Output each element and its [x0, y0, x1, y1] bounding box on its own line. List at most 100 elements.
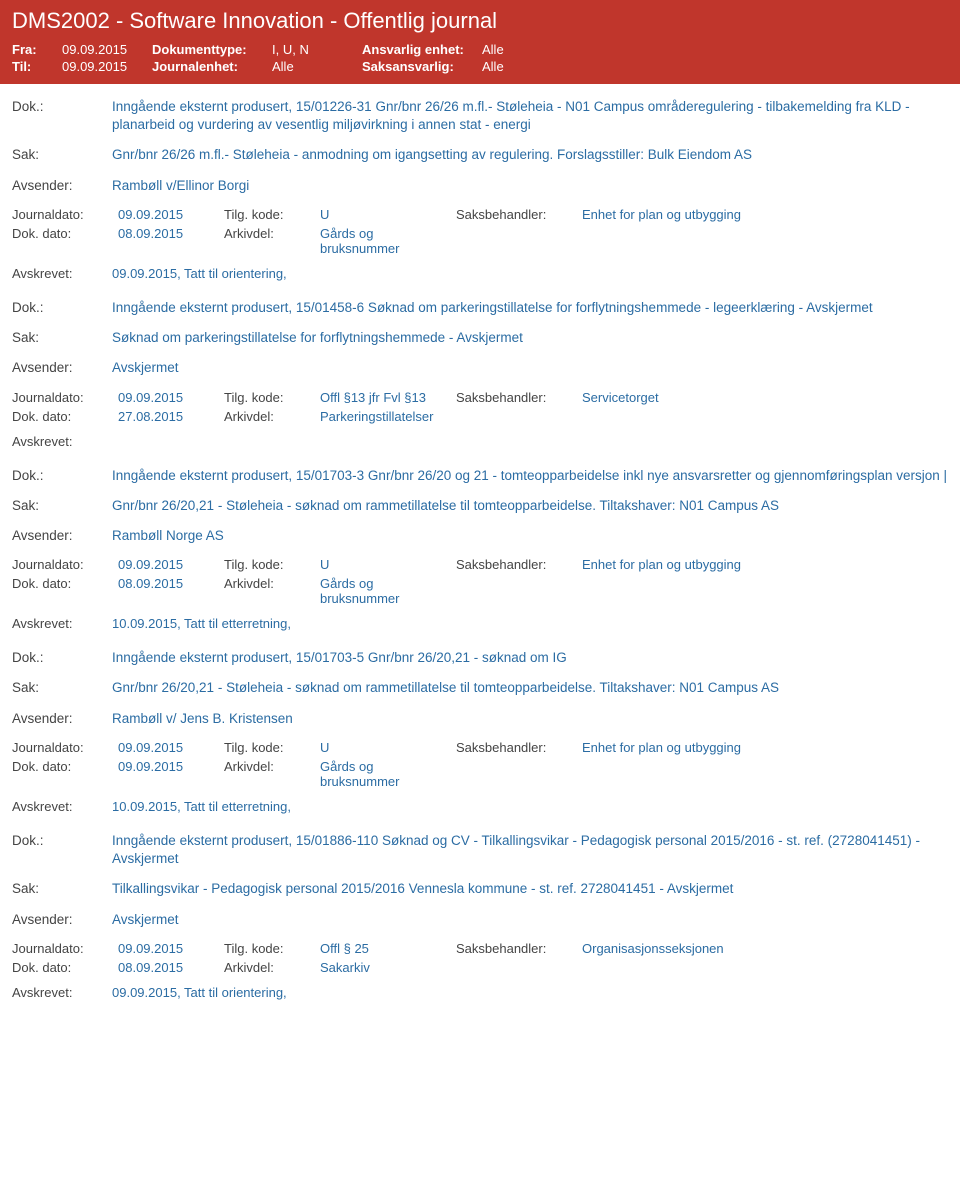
arkivdel-label: Arkivdel:	[224, 759, 314, 789]
meta-row-journal: Journaldato:09.09.2015Tilg. kode:Offl §1…	[12, 390, 948, 405]
avskrevet-label: Avskrevet:	[12, 266, 112, 281]
field-row-sak: Sak:Gnr/bnr 26/26 m.fl.- Støleheia - anm…	[12, 146, 948, 164]
avsender-label: Avsender:	[12, 911, 112, 929]
saksbehandler-value: Enhet for plan og utbygging	[582, 557, 942, 572]
dok-label: Dok.:	[12, 832, 112, 868]
saksbehandler-label: Saksbehandler:	[456, 557, 576, 572]
arkivdel-value: Parkeringstillatelser	[320, 409, 450, 424]
avsender-value: Avskjermet	[112, 359, 948, 377]
arkivdel-value: Gårds og bruksnummer	[320, 759, 450, 789]
dokumenttype-value: I, U, N	[272, 42, 362, 57]
sak-value: Søknad om parkeringstillatelse for forfl…	[112, 329, 948, 347]
field-row-sak: Sak:Tilkallingsvikar - Pedagogisk person…	[12, 880, 948, 898]
journalenhet-value: Alle	[272, 59, 362, 74]
dok-value: Inngående eksternt produsert, 15/01703-3…	[112, 467, 948, 485]
journaldato-label: Journaldato:	[12, 207, 112, 222]
dok-label: Dok.:	[12, 98, 112, 134]
arkivdel-label: Arkivdel:	[224, 409, 314, 424]
field-row-dok: Dok.:Inngående eksternt produsert, 15/01…	[12, 649, 948, 667]
avsender-label: Avsender:	[12, 177, 112, 195]
arkivdel-label: Arkivdel:	[224, 960, 314, 975]
field-row-sak: Sak:Gnr/bnr 26/20,21 - Støleheia - søkna…	[12, 497, 948, 515]
entries-container: Dok.:Inngående eksternt produsert, 15/01…	[0, 84, 960, 1014]
tilgkode-value: U	[320, 740, 450, 755]
page-title: DMS2002 - Software Innovation - Offentli…	[12, 8, 948, 34]
journaldato-label: Journaldato:	[12, 941, 112, 956]
fra-label: Fra:	[12, 42, 62, 57]
avsender-value: Avskjermet	[112, 911, 948, 929]
tilgkode-label: Tilg. kode:	[224, 557, 314, 572]
meta-row-journal: Journaldato:09.09.2015Tilg. kode:USaksbe…	[12, 740, 948, 755]
dok-label: Dok.:	[12, 467, 112, 485]
journaldato-label: Journaldato:	[12, 390, 112, 405]
sak-value: Tilkallingsvikar - Pedagogisk personal 2…	[112, 880, 948, 898]
dokdato-label: Dok. dato:	[12, 226, 112, 256]
dok-value: Inngående eksternt produsert, 15/01458-6…	[112, 299, 948, 317]
avskrevet-label: Avskrevet:	[12, 985, 112, 1000]
saksbehandler-label: Saksbehandler:	[456, 390, 576, 405]
sak-label: Sak:	[12, 497, 112, 515]
field-row-avsender: Avsender:Avskjermet	[12, 359, 948, 377]
journaldato-value: 09.09.2015	[118, 207, 218, 222]
journaldato-value: 09.09.2015	[118, 740, 218, 755]
sak-value: Gnr/bnr 26/26 m.fl.- Støleheia - anmodni…	[112, 146, 948, 164]
dok-value: Inngående eksternt produsert, 15/01703-5…	[112, 649, 948, 667]
journal-entry: Dok.:Inngående eksternt produsert, 15/01…	[12, 84, 948, 281]
ansvarlig-value: Alle	[482, 42, 504, 57]
avsender-label: Avsender:	[12, 527, 112, 545]
field-row-sak: Sak:Gnr/bnr 26/20,21 - Støleheia - søkna…	[12, 679, 948, 697]
journaldato-label: Journaldato:	[12, 740, 112, 755]
til-value: 09.09.2015	[62, 59, 152, 74]
field-row-avsender: Avsender:Rambøll v/ Jens B. Kristensen	[12, 710, 948, 728]
field-row-dok: Dok.:Inngående eksternt produsert, 15/01…	[12, 98, 948, 134]
avskrevet-row: Avskrevet:09.09.2015, Tatt til orienteri…	[12, 266, 948, 281]
dokdato-value: 08.09.2015	[118, 576, 218, 606]
dok-label: Dok.:	[12, 299, 112, 317]
arkivdel-label: Arkivdel:	[224, 576, 314, 606]
fra-value: 09.09.2015	[62, 42, 152, 57]
avskrevet-value: 09.09.2015, Tatt til orientering,	[112, 985, 287, 1000]
avskrevet-label: Avskrevet:	[12, 799, 112, 814]
tilgkode-label: Tilg. kode:	[224, 207, 314, 222]
journalenhet-label: Journalenhet:	[152, 59, 272, 74]
avskrevet-row: Avskrevet:09.09.2015, Tatt til orienteri…	[12, 985, 948, 1000]
dokdato-label: Dok. dato:	[12, 409, 112, 424]
ansvarlig-label: Ansvarlig enhet:	[362, 42, 482, 57]
journaldato-label: Journaldato:	[12, 557, 112, 572]
sak-value: Gnr/bnr 26/20,21 - Støleheia - søknad om…	[112, 679, 948, 697]
field-row-dok: Dok.:Inngående eksternt produsert, 15/01…	[12, 467, 948, 485]
meta-row-journal: Journaldato:09.09.2015Tilg. kode:Offl § …	[12, 941, 948, 956]
dokdato-label: Dok. dato:	[12, 576, 112, 606]
arkivdel-label: Arkivdel:	[224, 226, 314, 256]
tilgkode-value: Offl § 25	[320, 941, 450, 956]
avsender-label: Avsender:	[12, 359, 112, 377]
journaldato-value: 09.09.2015	[118, 390, 218, 405]
meta-row-journal: Journaldato: 09.09.2015 Tilg. kode: U Saksbe…	[12, 557, 948, 572]
dok-value: Inngående eksternt produsert, 15/01886-1…	[112, 832, 948, 868]
avskrevet-label: Avskrevet:	[12, 616, 112, 631]
arkivdel-value: Gårds og bruksnummer	[320, 576, 450, 606]
journal-entry: Dok.:Inngående eksternt produsert, 15/01…	[12, 635, 948, 814]
header-row-1: Fra: 09.09.2015 Dokumenttype: I, U, N An…	[12, 42, 948, 57]
dokdato-value: 08.09.2015	[118, 226, 218, 256]
saksbehandler-label: Saksbehandler:	[456, 740, 576, 755]
meta-row-dokdato: Dok. dato:08.09.2015Arkivdel:Gårds og br…	[12, 576, 948, 606]
saksbehandler-value: Organisasjonsseksjonen	[582, 941, 942, 956]
saksbehandler-value: Enhet for plan og utbygging	[582, 740, 942, 755]
journaldato-value: 09.09.2015	[118, 557, 218, 572]
sak-label: Sak:	[12, 146, 112, 164]
avskrevet-row: Avskrevet:10.09.2015, Tatt til etterretn…	[12, 616, 948, 631]
tilgkode-value: U	[320, 557, 450, 572]
avskrevet-value: 10.09.2015, Tatt til etterretning,	[112, 799, 291, 814]
avskrevet-value: 09.09.2015, Tatt til orientering,	[112, 266, 287, 281]
saksansvarlig-label: Saksansvarlig:	[362, 59, 482, 74]
dok-label: Dok.:	[12, 649, 112, 667]
arkivdel-value: Gårds og bruksnummer	[320, 226, 450, 256]
avsender-value: Rambøll Norge AS	[112, 527, 948, 545]
tilgkode-label: Tilg. kode:	[224, 390, 314, 405]
dokdato-value: 27.08.2015	[118, 409, 218, 424]
field-row-dok: Dok.:Inngående eksternt produsert, 15/01…	[12, 299, 948, 317]
page-header: DMS2002 - Software Innovation - Offentli…	[0, 0, 960, 84]
sak-label: Sak:	[12, 329, 112, 347]
meta-row-journal: Journaldato:09.09.2015Tilg. kode:USaksbe…	[12, 207, 948, 222]
